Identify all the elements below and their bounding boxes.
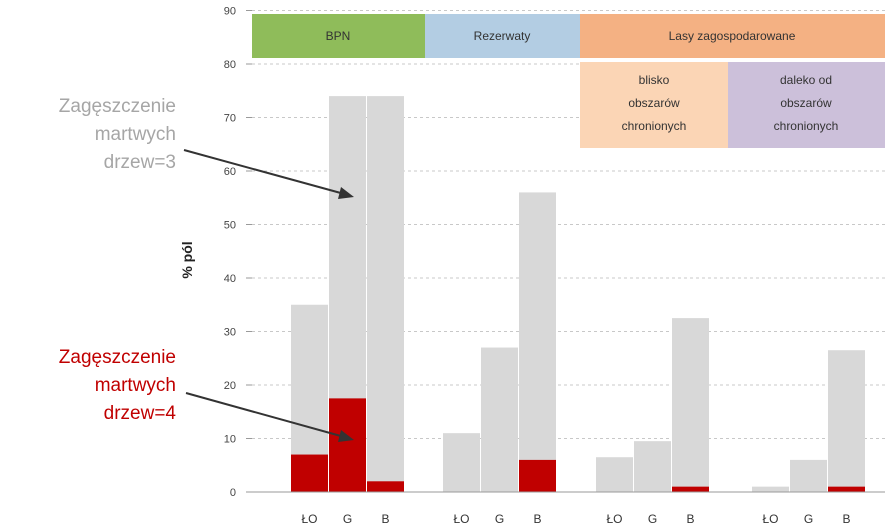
y-tick-label: 60 xyxy=(224,166,236,178)
bar-total xyxy=(672,318,709,492)
annotation-density3-line2: martwych xyxy=(95,124,176,145)
bar-density4 xyxy=(519,459,556,492)
bar-density4 xyxy=(329,398,366,492)
bar-total xyxy=(828,350,865,492)
x-category-label: B xyxy=(842,512,850,526)
annotation-density4-line3: drzew=4 xyxy=(104,403,177,424)
annotations: Zagęszczenie martwych drzew=3 Zagęszczen… xyxy=(59,96,354,442)
header-blisko-line3: chronionych xyxy=(622,119,687,133)
x-category-label: ŁO xyxy=(762,512,778,526)
y-tick-label: 30 xyxy=(224,327,236,339)
bar-density4 xyxy=(291,454,328,492)
x-category-label: B xyxy=(686,512,694,526)
x-category-label: ŁO xyxy=(606,512,622,526)
annotation-density3-line3: drzew=3 xyxy=(104,152,176,173)
annotation-density4-arrow xyxy=(185,392,349,439)
header-daleko-line1: daleko od xyxy=(780,73,832,87)
x-category-label: G xyxy=(343,512,352,526)
header-blisko-line1: blisko xyxy=(639,73,670,87)
bars xyxy=(291,96,865,492)
y-axis-label: % pól xyxy=(179,241,195,278)
x-category-label: G xyxy=(495,512,504,526)
bar-total xyxy=(790,459,827,492)
annotation-density4-line1: Zagęszczenie xyxy=(59,347,176,368)
header-daleko-line3: chronionych xyxy=(774,119,839,133)
y-tick-label: 10 xyxy=(224,434,236,446)
bar-density4 xyxy=(672,486,709,492)
y-tick-label: 0 xyxy=(230,487,236,499)
bar-total xyxy=(634,441,671,492)
x-category-label: ŁO xyxy=(301,512,317,526)
header-rezerwaty-label: Rezerwaty xyxy=(474,29,531,43)
group-headers: BPN Rezerwaty Lasy zagospodarowane blisk… xyxy=(252,14,885,148)
annotation-density3-arrow xyxy=(183,149,349,196)
y-tick-label: 50 xyxy=(224,220,236,232)
bar-density4 xyxy=(828,486,865,492)
bar-total xyxy=(367,96,404,492)
y-tick-label: 70 xyxy=(224,113,236,125)
header-daleko-box xyxy=(728,62,885,148)
bar-total xyxy=(519,192,556,492)
bar-total xyxy=(596,457,633,492)
bar-total xyxy=(481,347,518,492)
x-category-label: B xyxy=(533,512,541,526)
x-category-label: ŁO xyxy=(453,512,469,526)
header-rezerwaty-box xyxy=(425,14,580,58)
annotation-density4-arrowhead xyxy=(338,430,354,442)
x-category-label: G xyxy=(648,512,657,526)
x-category-label: B xyxy=(381,512,389,526)
annotation-density4-line2: martwych xyxy=(95,375,176,396)
header-blisko-line2: obszarów xyxy=(628,96,680,110)
x-category-label: G xyxy=(804,512,813,526)
bar-density4 xyxy=(367,481,404,492)
bar-total xyxy=(443,433,480,492)
header-lasy-label: Lasy zagospodarowane xyxy=(669,29,796,43)
header-blisko-box xyxy=(580,62,728,148)
header-bpn-label: BPN xyxy=(326,29,351,43)
annotation-density3-arrowhead xyxy=(338,187,354,199)
x-axis-category-labels: ŁO G B ŁO G B ŁO G B ŁO G B xyxy=(301,512,850,526)
annotation-density3-line1: Zagęszczenie xyxy=(59,96,176,117)
bar-total xyxy=(752,486,789,492)
header-daleko-line2: obszarów xyxy=(780,96,832,110)
y-tick-label: 90 xyxy=(224,6,236,18)
y-tick-label: 20 xyxy=(224,380,236,392)
header-bpn-box xyxy=(252,14,425,58)
y-tick-label: 40 xyxy=(224,273,236,285)
y-tick-label: 80 xyxy=(224,59,236,71)
y-axis-ticks: 0 10 20 30 40 50 60 70 80 90 xyxy=(224,6,252,499)
header-lasy-box xyxy=(580,14,885,58)
